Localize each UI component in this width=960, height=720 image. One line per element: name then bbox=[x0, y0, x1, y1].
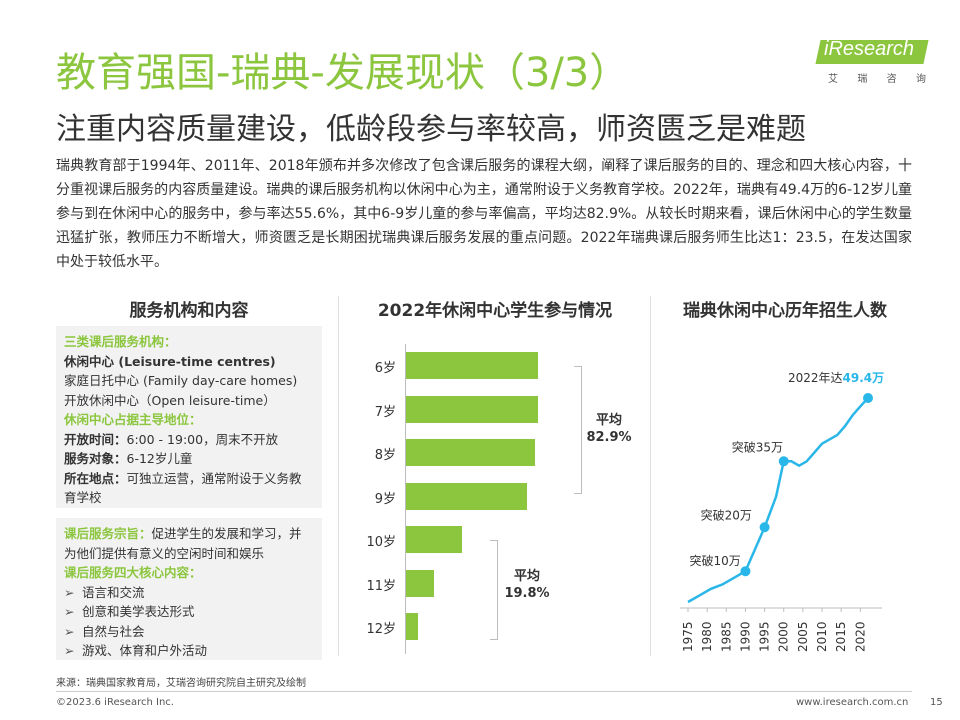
copyright: ©2023.6 iResearch Inc. bbox=[56, 697, 174, 708]
bracket-6-9 bbox=[574, 366, 582, 494]
core-heading: 课后服务四大核心内容： bbox=[64, 565, 202, 580]
institution-item: 开放休闲中心（Open leisure-time） bbox=[64, 392, 276, 408]
highlight-point bbox=[863, 393, 873, 403]
bar bbox=[406, 526, 462, 553]
service-content-box: 课后服务宗旨：促进学生的发展和学习，并为他们提供有意义的空闲时间和娱乐 课后服务… bbox=[56, 518, 322, 660]
bar bbox=[406, 352, 538, 379]
highlight-point bbox=[740, 566, 751, 577]
x-tick-label: 1990 bbox=[738, 621, 752, 652]
annotation-10: 突破10万 bbox=[689, 553, 740, 568]
annotation-2022: 2022年达49.4万 bbox=[788, 371, 884, 385]
bar bbox=[406, 395, 538, 423]
bar-label: 11岁 bbox=[366, 578, 396, 594]
bar-label: 10岁 bbox=[366, 535, 396, 550]
source-note: 来源：瑞典国家教育局，艾瑞咨询研究院自主研究及绘制 bbox=[56, 678, 306, 689]
core-item: ➢ 游戏、体育和户外活动 bbox=[64, 641, 314, 661]
footer-divider bbox=[56, 691, 912, 692]
target-row: 服务对象：6-12岁儿童 bbox=[64, 451, 193, 466]
website-url: www.iresearch.com.cn bbox=[796, 697, 909, 708]
core-item: ➢ 语言和交流 bbox=[64, 583, 314, 603]
bar bbox=[406, 569, 434, 597]
bar bbox=[406, 613, 419, 640]
bar-label: 12岁 bbox=[366, 622, 396, 637]
x-tick-label: 2010 bbox=[815, 621, 829, 652]
logo-cn: 艾瑞咨询 bbox=[828, 74, 926, 85]
bar bbox=[406, 482, 527, 510]
page-title: 教育强国-瑞典-发展现状（3/3） bbox=[56, 50, 630, 96]
x-tick-label: 2015 bbox=[834, 621, 848, 652]
iresearch-logo: iResearch 艾瑞咨询 bbox=[810, 26, 930, 86]
location-row: 所在地点：可独立运营，通常附设于义务教育学校 bbox=[64, 470, 302, 506]
middle-section-title: 2022年休闲中心学生参与情况 bbox=[377, 301, 613, 321]
annotation-20: 突破20万 bbox=[701, 507, 752, 522]
enrollment-line-chart: 1975 1980 1985 1990 1995 2000 2005 2010 2015 2020… bbox=[680, 371, 884, 652]
institution-item: 休闲中心 (Leisure-time centres) bbox=[64, 353, 276, 369]
purpose-row: 课后服务宗旨：促进学生的发展和学习，并为他们提供有意义的空闲时间和娱乐 bbox=[64, 526, 302, 561]
bar-label: 9岁 bbox=[374, 491, 396, 507]
x-tick-label: 1980 bbox=[700, 621, 714, 652]
bar bbox=[406, 439, 535, 466]
bracket-10-12 bbox=[490, 540, 498, 640]
x-tick-label: 1995 bbox=[758, 621, 772, 652]
highlight-point bbox=[759, 522, 770, 533]
core-item: ➢ 创意和美学表达形式 bbox=[64, 602, 314, 622]
left-section-title: 服务机构和内容 bbox=[129, 301, 249, 321]
dominance-heading: 休闲中心占据主导地位： bbox=[64, 412, 202, 427]
intro-paragraph: 瑞典教育部于1994年、2011年、2018年颁布并多次修改了包含课后服务的课程… bbox=[56, 158, 912, 270]
divider-2 bbox=[650, 296, 651, 656]
bar-label: 7岁 bbox=[374, 404, 396, 420]
arrow-icon: ➢ bbox=[64, 604, 75, 619]
logo-text: iResearch bbox=[824, 38, 915, 60]
bar-label: 8岁 bbox=[374, 448, 396, 463]
x-tick-label: 2020 bbox=[853, 621, 867, 652]
x-tick-label: 2000 bbox=[777, 621, 791, 652]
annotation-35: 突破35万 bbox=[732, 439, 783, 454]
institution-item: 家庭日托中心 (Family day-care homes) bbox=[64, 373, 298, 388]
arrow-icon: ➢ bbox=[64, 623, 75, 639]
core-item: ➢ 自然与社会 bbox=[64, 622, 314, 642]
service-institutions-box: 三类课后服务机构： 休闲中心 (Leisure-time centres) 家庭… bbox=[56, 326, 322, 508]
avg-label-6-9: 平均 82.9% bbox=[586, 413, 632, 445]
x-tick-label: 1985 bbox=[719, 621, 733, 652]
x-tick-label: 2005 bbox=[796, 621, 810, 652]
page-subtitle: 注重内容质量建设，低龄段参与率较高，师资匮乏是难题 bbox=[56, 112, 806, 147]
divider-1 bbox=[338, 296, 339, 656]
arrow-icon: ➢ bbox=[64, 643, 75, 658]
bar-axis bbox=[405, 344, 406, 654]
arrow-icon: ➢ bbox=[64, 584, 75, 600]
series-line bbox=[687, 397, 869, 604]
avg-label-10-12: 平均 19.8% bbox=[504, 569, 550, 601]
x-tick-label: 1975 bbox=[681, 621, 695, 652]
page-number: 15 bbox=[930, 697, 943, 708]
highlight-point bbox=[778, 456, 789, 467]
bar-label: 6岁 bbox=[374, 361, 396, 376]
institutions-heading: 三类课后服务机构： bbox=[64, 334, 177, 349]
right-section-title: 瑞典休闲中心历年招生人数 bbox=[683, 301, 887, 321]
hours-row: 开放时间：6:00 - 19:00，周末不开放 bbox=[64, 431, 279, 447]
